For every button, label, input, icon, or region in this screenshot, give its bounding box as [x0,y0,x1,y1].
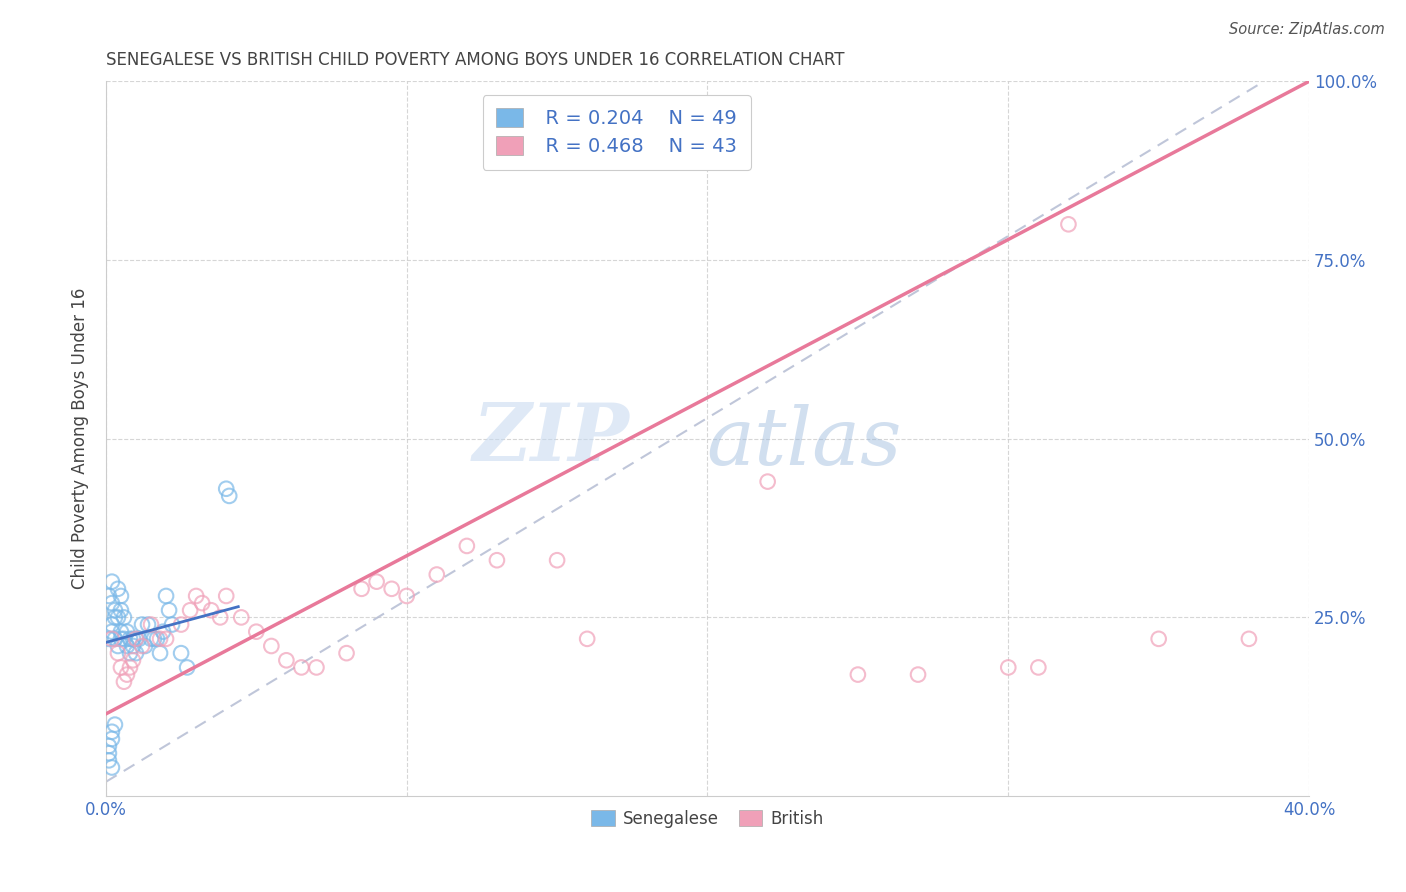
Point [997,660,1019,674]
Point [200,603,222,617]
Text: ZIP: ZIP [472,400,630,477]
Point [115,639,138,653]
Point [122,653,145,667]
Point [107,610,129,624]
Point [110,632,132,646]
Point [118,632,141,646]
Point [131,639,153,653]
Point [125,632,148,646]
Point [290,660,312,674]
Point [139,632,162,646]
Point [101,760,124,774]
Point [907,667,929,681]
Point [104,717,127,731]
Point [125,632,148,646]
Point [101,596,124,610]
Point [118,646,141,660]
Point [215,482,238,496]
Point [101,731,124,746]
Point [110,589,132,603]
Point [101,574,124,589]
Point [215,589,238,603]
Point [395,589,418,603]
Point [122,632,145,646]
Text: atlas: atlas [706,403,901,481]
Point [1057,217,1080,231]
Y-axis label: Child Poverty Among Boys Under 16: Child Poverty Among Boys Under 16 [72,288,89,590]
Point [97,589,120,603]
Point [276,653,298,667]
Point [260,639,283,653]
Point [136,617,159,632]
Point [110,660,132,674]
Point [107,582,129,596]
Point [456,539,478,553]
Point [104,610,127,624]
Point [157,603,180,617]
Point [101,724,124,739]
Point [218,489,240,503]
Point [97,753,120,767]
Point [104,603,127,617]
Point [1237,632,1260,646]
Point [143,632,166,646]
Point [305,660,328,674]
Point [160,617,183,632]
Point [756,475,779,489]
Point [350,582,373,596]
Point [118,660,141,674]
Legend: Senegalese, British: Senegalese, British [585,803,831,834]
Point [112,632,135,646]
Point [131,617,153,632]
Point [128,632,150,646]
Point [576,632,599,646]
Point [97,746,120,760]
Point [134,639,156,653]
Point [155,589,177,603]
Point [335,646,357,660]
Point [170,617,193,632]
Point [426,567,449,582]
Point [112,610,135,624]
Point [115,667,138,681]
Point [122,639,145,653]
Point [110,603,132,617]
Point [176,660,198,674]
Point [485,553,508,567]
Point [104,632,127,646]
Point [101,632,124,646]
Point [115,624,138,639]
Point [170,646,193,660]
Point [101,624,124,639]
Point [107,646,129,660]
Text: Source: ZipAtlas.com: Source: ZipAtlas.com [1229,22,1385,37]
Point [112,674,135,689]
Point [149,632,172,646]
Point [101,617,124,632]
Point [546,553,568,567]
Point [179,603,201,617]
Point [155,632,177,646]
Point [186,589,208,603]
Point [209,610,232,624]
Point [366,574,388,589]
Point [381,582,404,596]
Point [97,739,120,753]
Point [139,617,162,632]
Point [152,624,174,639]
Point [125,646,148,660]
Point [97,632,120,646]
Point [107,639,129,653]
Point [149,646,172,660]
Point [231,610,253,624]
Point [110,624,132,639]
Point [191,596,214,610]
Point [146,632,169,646]
Point [846,667,869,681]
Text: SENEGALESE VS BRITISH CHILD POVERTY AMONG BOYS UNDER 16 CORRELATION CHART: SENEGALESE VS BRITISH CHILD POVERTY AMON… [105,51,845,69]
Point [1028,660,1050,674]
Point [245,624,267,639]
Point [1147,632,1170,646]
